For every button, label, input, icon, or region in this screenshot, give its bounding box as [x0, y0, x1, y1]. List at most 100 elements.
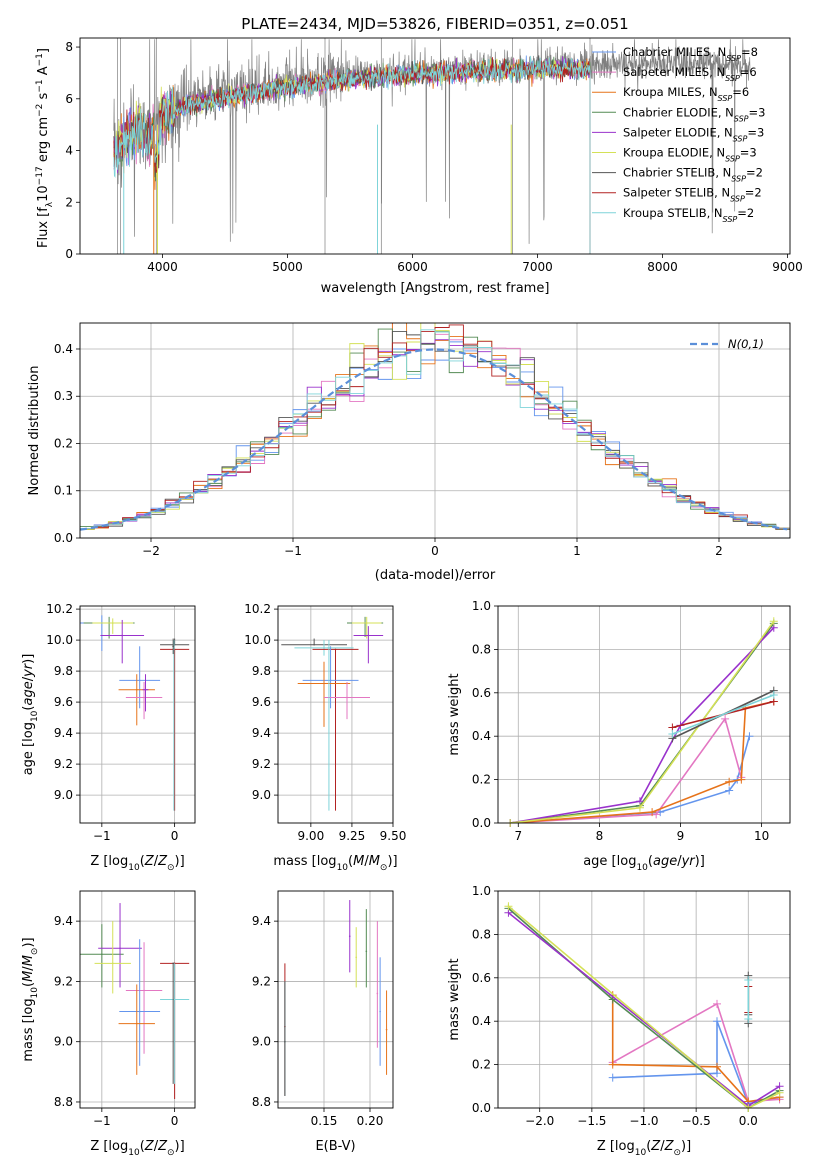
mass-Z-xtick-label: 0	[171, 1114, 179, 1128]
massweight-age-marker	[652, 810, 661, 819]
spectrum-ytick-label: 4	[65, 144, 73, 158]
massweight-age-ylabel: mass weight	[447, 673, 462, 755]
spectrum-xtick-label: 6000	[397, 260, 428, 274]
age-Z-point	[172, 645, 174, 648]
massweight-Z-frame	[497, 890, 791, 1109]
residuals-xtick-label: 0	[431, 544, 439, 558]
massweight-age-xtick-label: 7	[514, 829, 522, 843]
mass-EBV-point	[284, 1040, 286, 1043]
age-mass-point	[323, 682, 325, 685]
massweight-age-marker	[668, 730, 677, 739]
age-Z-frame	[79, 605, 196, 824]
massweight-Z-xtick-label: −1.5	[577, 1114, 606, 1128]
mass-EBV-point	[355, 956, 358, 959]
massweight-Z-xtick-label: −0.5	[682, 1114, 711, 1128]
spectrum-model-line	[113, 56, 591, 254]
massweight-Z-marker	[775, 1088, 784, 1097]
age-mass-xtick-label: 9.50	[380, 829, 407, 843]
mass-EBV-point	[365, 950, 368, 953]
mass-EBV-xtick-label: 0.20	[357, 1114, 384, 1128]
massweight-age-series-line	[510, 620, 775, 823]
spectrum-model-line	[113, 57, 591, 254]
massweight-Z-ytick-label: 0.6	[472, 971, 491, 985]
massweight-Z-marker	[504, 902, 513, 911]
mass-EBV-axes: 0.15 0.20 8.8 9.0 9.2 9.4	[252, 891, 393, 1128]
residuals-xtick-label: 1	[573, 544, 581, 558]
legend-entry-label: Chabrier MILES, NSSP=8	[623, 45, 758, 63]
massweight-age-ytick-label: 0.0	[472, 816, 491, 830]
massweight-age-frame	[497, 605, 791, 824]
massweight-age-marker	[769, 617, 778, 626]
residuals-xtick-label: −2	[142, 544, 160, 558]
spectrum-xlabel: wavelength [Angstrom, rest frame]	[321, 281, 550, 296]
spectrum-model-line	[113, 55, 591, 254]
mass-Z-point	[172, 962, 174, 965]
spectrum-ylabel: Flux [fλ10−17 erg cm−2 s−1 A−1]	[35, 48, 55, 248]
massweight-age-ytick-label: 0.8	[472, 642, 491, 656]
age-Z-ytick-label: 9.0	[54, 788, 73, 802]
residuals-axes: −2 −1 0 1 2 0.0 0.1 0.2 0.3 0.4	[54, 323, 790, 558]
age-mass-xtick-label: 9.00	[297, 829, 324, 843]
legend-entry-label: Kroupa ELODIE, NSSP=3	[623, 146, 757, 164]
spectrum-model-line	[113, 58, 591, 254]
massweight-Z-xtick-label: 0.0	[739, 1114, 758, 1128]
mass-EBV-xlabel: E(B-V)	[315, 1139, 355, 1154]
age-mass-ytick-label: 9.2	[252, 757, 271, 771]
mass-Z-point	[119, 947, 121, 950]
age-Z-point	[121, 634, 124, 637]
mass-Z-ytick-label: 9.2	[54, 974, 73, 988]
mass-Z-ytick-label: 9.4	[54, 914, 73, 928]
mass-EBV-xtick-label: 0.15	[311, 1114, 338, 1128]
massweight-age-series-line	[510, 627, 775, 823]
figure-title: PLATE=2434, MJD=53826, FIBERID=0351, z=0…	[241, 15, 628, 33]
age-mass-point	[334, 648, 337, 651]
mass-Z-point	[111, 962, 114, 965]
massweight-Z-marker	[713, 999, 721, 1008]
massweight-age-marker	[725, 786, 734, 795]
massweight-Z-xtick-label: −1.0	[629, 1114, 658, 1128]
age-Z-point	[143, 696, 145, 699]
age-mass-ytick-label: 10.0	[244, 633, 271, 647]
massweight-Z-axes: −2.0 −1.5 −1.0 −0.5 0.0 0.0 0.2 0.4 0.6 0.8 1.0	[472, 884, 790, 1128]
gaussian-curve	[79, 348, 788, 531]
massweight-age-marker	[769, 690, 778, 699]
mass-Z-point	[173, 998, 176, 1001]
age-mass-point	[328, 647, 330, 649]
spectrum-ytick-label: 8	[65, 40, 73, 54]
spectrum-xtick-label: 4000	[147, 260, 178, 274]
age-mass-xlabel: mass [log10(M/M⊙)]	[273, 854, 397, 873]
massweight-Z-ytick-label: 1.0	[472, 884, 491, 898]
mass-EBV-ytick-label: 9.4	[252, 914, 271, 928]
age-Z-ytick-label: 9.6	[54, 695, 73, 709]
mass-EBV-ytick-label: 8.8	[252, 1095, 271, 1109]
residuals-xtick-label: 2	[715, 544, 723, 558]
spectrum-ytick-label: 6	[65, 92, 73, 106]
massweight-age-series-line	[510, 716, 743, 823]
age-mass-point	[323, 647, 325, 649]
legend-entry-label: Salpeter STELIB, NSSP=2	[623, 186, 762, 204]
age-mass-ytick-label: 9.0	[252, 788, 271, 802]
spectrum-model-line	[113, 57, 591, 254]
massweight-Z-marker	[744, 975, 753, 984]
spectrum-xtick-label: 7000	[522, 260, 553, 274]
massweight-age-xlabel: age [log10(age/yr)]	[583, 854, 705, 873]
residual-histogram	[80, 339, 790, 530]
residuals-ytick-label: 0.1	[54, 484, 73, 498]
massweight-age-xtick-label: 8	[596, 829, 604, 843]
age-Z-ytick-label: 10.2	[46, 602, 73, 616]
mass-Z-frame	[79, 890, 196, 1109]
legend-entry-label: Chabrier STELIB, NSSP=2	[623, 166, 763, 184]
legend-entry-label: Salpeter ELODIE, NSSP=3	[623, 125, 764, 143]
massweight-age-series-line	[510, 622, 775, 823]
massweight-age-ytick-label: 0.6	[472, 686, 491, 700]
mass-EBV-point	[348, 935, 351, 938]
age-Z-point	[111, 622, 114, 624]
mass-EBV-ytick-label: 9.0	[252, 1035, 271, 1049]
massweight-Z-marker	[744, 1015, 753, 1024]
spectrum-model-line	[113, 58, 591, 254]
massweight-Z-xlabel: Z [log10(Z/Z⊙)]	[597, 1139, 691, 1158]
massweight-age-marker	[737, 775, 746, 784]
massweight-Z-series-line	[507, 905, 780, 1108]
massweight-Z-ytick-label: 0.0	[472, 1101, 491, 1115]
